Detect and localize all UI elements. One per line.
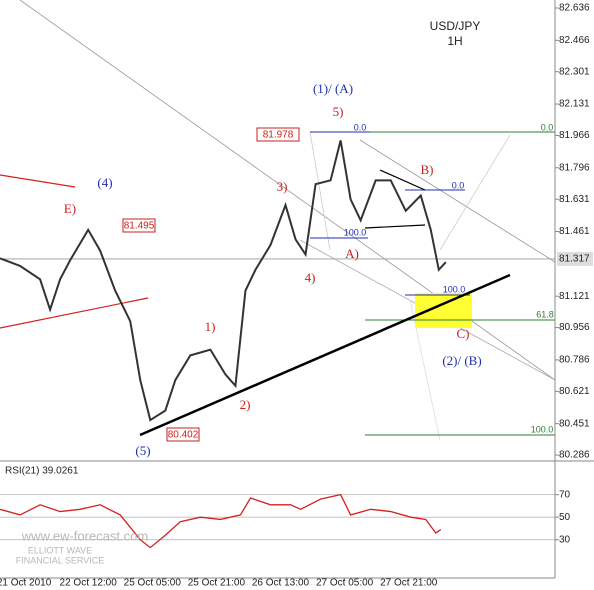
trend-line (0, 297, 149, 329)
y-tick-label: 81.631 (559, 194, 590, 205)
price-box (122, 218, 156, 233)
watermark: ELLIOTT WAVE (28, 545, 92, 555)
x-tick-label: 21 Oct 2010 (0, 578, 52, 589)
watermark: FINANCIAL SERVICE (16, 555, 105, 565)
annotations: USD/JPY 1H (1)/ (A) 5) 81.978 0.0 0.0 B)… (5, 19, 554, 565)
wave-label: (4) (97, 175, 112, 190)
y-tick-label: 82.636 (559, 3, 590, 14)
price-label: 80.402 (168, 430, 199, 441)
chart-subtitle: 1H (447, 34, 462, 48)
wave-label: 1) (205, 319, 216, 334)
x-tick-label: 27 Oct 21:00 (380, 578, 438, 589)
fib-fan (309, 131, 331, 251)
wave-label: (2)/ (B) (442, 353, 481, 368)
x-tick-label: 22 Oct 12:00 (60, 578, 118, 589)
x-tick-label: 26 Oct 13:00 (252, 578, 310, 589)
y-tick-label: 81.796 (559, 162, 590, 173)
y-tick-label: 80.286 (559, 450, 590, 461)
wave-label: B) (421, 162, 434, 177)
wave-label: (1)/ (A) (313, 81, 353, 96)
x-tick-label: 25 Oct 21:00 (188, 578, 246, 589)
y-tick-label: 82.466 (559, 35, 590, 46)
wave-label: 4) (305, 270, 316, 285)
y-tick-label: 80.451 (559, 418, 590, 429)
triangle-line (379, 169, 426, 191)
wave-label: 2) (240, 397, 251, 412)
fib-label: 0.0 (354, 122, 367, 132)
y-tick-label: 81.461 (559, 226, 590, 237)
y-tick-label: 80.956 (559, 322, 590, 333)
fib-label: 0.0 (541, 122, 554, 132)
wave-label: 3) (277, 179, 288, 194)
price-line (0, 140, 447, 422)
trend-line (0, 174, 76, 188)
fib-label: 61.8 (536, 309, 554, 319)
wave-label: 5) (333, 104, 344, 119)
y-tick-label: 82.131 (559, 99, 590, 110)
price-box (166, 427, 200, 442)
triangle-line (364, 224, 426, 229)
y-tick-label: 50 (559, 512, 571, 523)
drawings (0, 0, 556, 441)
wave-label: C) (457, 326, 470, 341)
last-price-box (557, 251, 593, 266)
channel-line (359, 139, 556, 263)
fib-label: 100.0 (443, 284, 466, 294)
wave-label: E) (64, 201, 76, 216)
fib-label: 100.0 (531, 424, 554, 434)
y-tick-label: 30 (559, 534, 571, 545)
y-tick-label: 81.121 (559, 291, 590, 302)
price-label: 81.495 (124, 221, 155, 232)
fib-label: 100.0 (344, 227, 367, 237)
fib-fan (439, 134, 511, 251)
price-box (256, 127, 300, 142)
last-price-label: 81.317 (559, 254, 590, 265)
y-tick-label: 80.786 (559, 355, 590, 366)
target-zone (415, 293, 472, 328)
trend-line (139, 273, 511, 437)
y-tick-label: 82.301 (559, 66, 590, 77)
chart-title: USD/JPY (430, 19, 481, 33)
wave-label: A) (345, 246, 359, 261)
y-tick-label: 81.966 (559, 130, 590, 141)
fib-label: 0.0 (452, 180, 465, 190)
panel-title: RSI(21) 39.0261 (5, 466, 79, 477)
wave-label: (5) (135, 443, 150, 458)
watermark: www.ew-forecast.com (21, 528, 148, 543)
rsi-line (0, 493, 442, 549)
x-tick-label: 27 Oct 05:00 (316, 578, 374, 589)
x-tick-label: 25 Oct 05:00 (124, 578, 182, 589)
price-label: 81.978 (263, 130, 294, 141)
y-tick-label: 70 (559, 489, 571, 500)
y-tick-label: 80.621 (559, 386, 590, 397)
